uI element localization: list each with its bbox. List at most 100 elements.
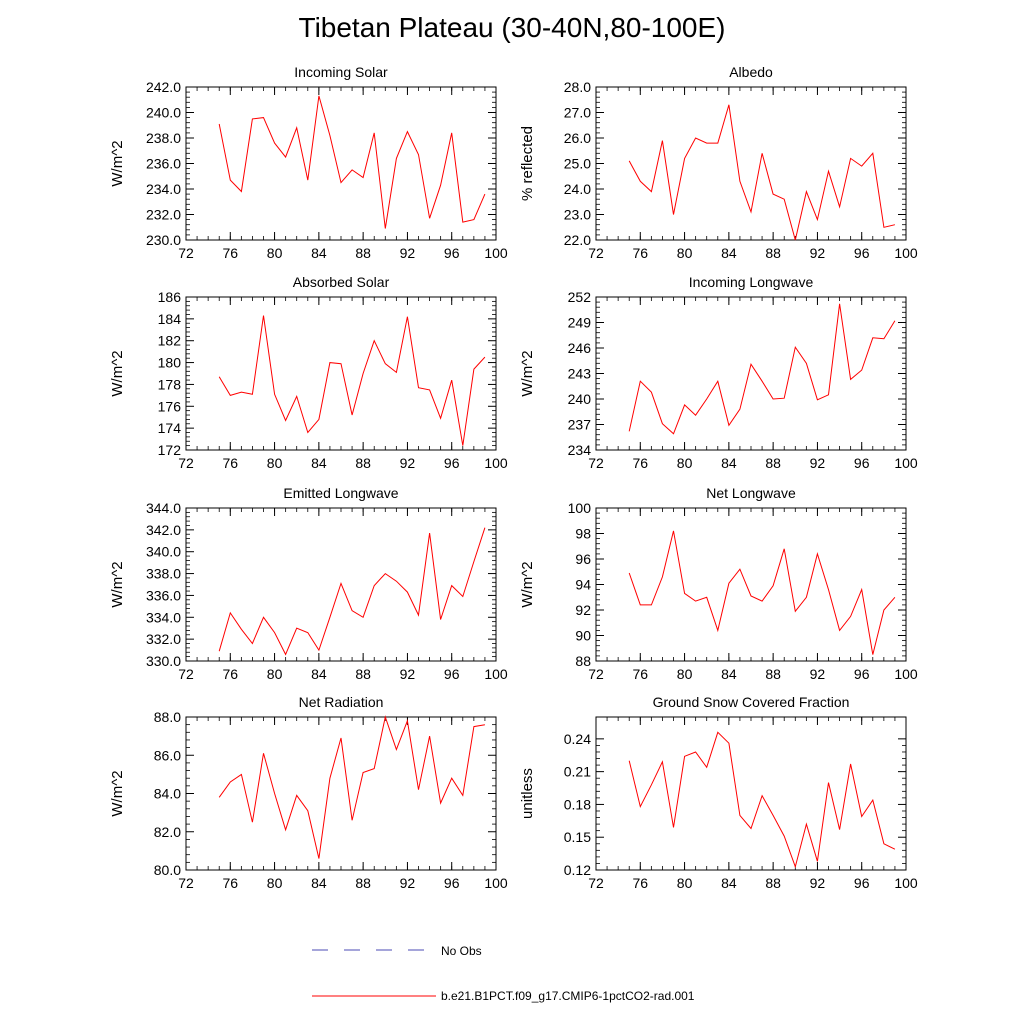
x-tick-label: 100 (484, 245, 508, 261)
series-line (628, 731, 896, 869)
y-tick-label: 86.0 (154, 747, 181, 763)
y-tick-label: 100 (568, 500, 592, 516)
panel-net-longwave: 72 76 80 84 88 92 96 100 88 90 92 94 96 98 100 Net Long… (519, 485, 918, 682)
x-tick-label: 72 (178, 875, 194, 891)
panel-title: Emitted Longwave (283, 485, 398, 501)
y-tick-label: 98 (575, 526, 591, 542)
y-tick-label: 236.0 (146, 156, 181, 172)
y-axis-label: % reflected (519, 126, 536, 201)
legend-model-label: b.e21.B1PCT.f09_g17.CMIP6-1pctCO2-rad.00… (441, 989, 695, 1003)
x-tick-label: 76 (222, 666, 238, 682)
x-tick-label: 88 (765, 245, 781, 261)
panel-title: Ground Snow Covered Fraction (653, 694, 850, 710)
y-axis-label: unitless (519, 768, 536, 819)
y-tick-label: 234.0 (146, 181, 181, 197)
series-line (218, 315, 486, 446)
y-tick-label: 90 (575, 628, 591, 644)
series-line (218, 527, 486, 656)
x-tick-label: 72 (178, 455, 194, 471)
panel-ground-snow-covered-fraction: 72 76 80 84 88 92 96 100 0.12 0.15 0.18 0.21 0.24 Gro… (519, 694, 918, 891)
x-tick-label: 96 (854, 666, 870, 682)
x-tick-label: 72 (588, 245, 604, 261)
x-tick-label: 76 (222, 875, 238, 891)
series-line (218, 715, 485, 859)
y-tick-label: 232.0 (146, 207, 181, 223)
x-tick-label: 84 (721, 875, 737, 891)
y-tick-label: 342.0 (146, 522, 181, 538)
y-tick-label: 182 (158, 333, 182, 349)
y-tick-label: 340.0 (146, 544, 181, 560)
x-tick-label: 84 (311, 455, 327, 471)
x-tick-label: 72 (178, 666, 194, 682)
panel-title: Absorbed Solar (293, 274, 390, 290)
plot-frame (185, 86, 497, 241)
y-tick-label: 338.0 (146, 566, 181, 582)
plot-frame (595, 296, 907, 451)
y-tick-label: 186 (158, 289, 182, 305)
series-line (218, 95, 486, 229)
x-tick-label: 72 (588, 875, 604, 891)
y-tick-label: 88 (575, 653, 591, 669)
x-tick-label: 92 (400, 666, 416, 682)
x-tick-label: 96 (444, 245, 460, 261)
y-tick-label: 334.0 (146, 609, 181, 625)
x-tick-label: 100 (484, 455, 508, 471)
y-tick-label: 28.0 (564, 79, 591, 95)
y-tick-label: 22.0 (564, 232, 591, 248)
panel-title: Incoming Solar (294, 64, 388, 80)
x-tick-label: 92 (400, 455, 416, 471)
plot-frame (595, 86, 907, 241)
x-tick-label: 88 (765, 455, 781, 471)
y-tick-label: 172 (158, 442, 182, 458)
y-tick-label: 238.0 (146, 130, 181, 146)
panel-title: Incoming Longwave (689, 274, 814, 290)
x-tick-label: 76 (632, 875, 648, 891)
plot-frame (595, 716, 907, 871)
x-tick-label: 80 (267, 455, 283, 471)
y-tick-label: 237 (568, 417, 592, 433)
panel-albedo: 72 76 80 84 88 92 96 100 22.0 23.0 24.0 25.0 26.0 27.… (519, 64, 918, 261)
legend: No Obs b.e21.B1PCT.f09_g17.CMIP6-1pctCO2-… (312, 944, 695, 1003)
x-tick-label: 88 (765, 875, 781, 891)
x-tick-label: 80 (267, 666, 283, 682)
x-tick-label: 92 (400, 245, 416, 261)
y-axis-label: W/m^2 (109, 350, 126, 396)
x-tick-label: 96 (444, 455, 460, 471)
y-tick-label: 82.0 (154, 824, 181, 840)
x-tick-label: 76 (632, 455, 648, 471)
y-tick-label: 0.15 (564, 829, 591, 845)
x-tick-label: 100 (894, 875, 918, 891)
y-tick-label: 243 (568, 366, 592, 382)
x-tick-label: 72 (178, 245, 194, 261)
y-tick-label: 176 (158, 398, 182, 414)
y-tick-label: 96 (575, 551, 591, 567)
x-tick-label: 92 (400, 875, 416, 891)
y-tick-label: 88.0 (154, 709, 181, 725)
x-tick-label: 76 (222, 245, 238, 261)
x-tick-label: 84 (721, 455, 737, 471)
x-tick-label: 80 (677, 245, 693, 261)
x-tick-label: 96 (444, 875, 460, 891)
x-tick-label: 72 (588, 455, 604, 471)
x-tick-label: 76 (632, 666, 648, 682)
x-tick-label: 88 (355, 875, 371, 891)
panel-absorbed-solar: 72 76 80 84 88 92 96 100 172 174 176 178 180 182 184 18… (109, 274, 508, 471)
y-tick-label: 249 (568, 315, 592, 331)
series-line (628, 530, 896, 655)
y-tick-label: 26.0 (564, 130, 591, 146)
panel-title: Net Longwave (706, 485, 796, 501)
y-axis-label: W/m^2 (109, 770, 126, 816)
x-tick-label: 92 (810, 455, 826, 471)
x-tick-label: 100 (484, 666, 508, 682)
legend-obs-label: No Obs (441, 944, 482, 958)
y-tick-label: 80.0 (154, 862, 181, 878)
y-tick-label: 0.21 (564, 764, 591, 780)
x-tick-label: 96 (854, 875, 870, 891)
x-tick-label: 80 (677, 666, 693, 682)
plot-frame (185, 296, 497, 451)
y-tick-label: 24.0 (564, 181, 591, 197)
x-tick-label: 84 (311, 666, 327, 682)
y-tick-label: 184 (158, 311, 182, 327)
y-tick-label: 27.0 (564, 105, 591, 121)
x-tick-label: 80 (267, 245, 283, 261)
